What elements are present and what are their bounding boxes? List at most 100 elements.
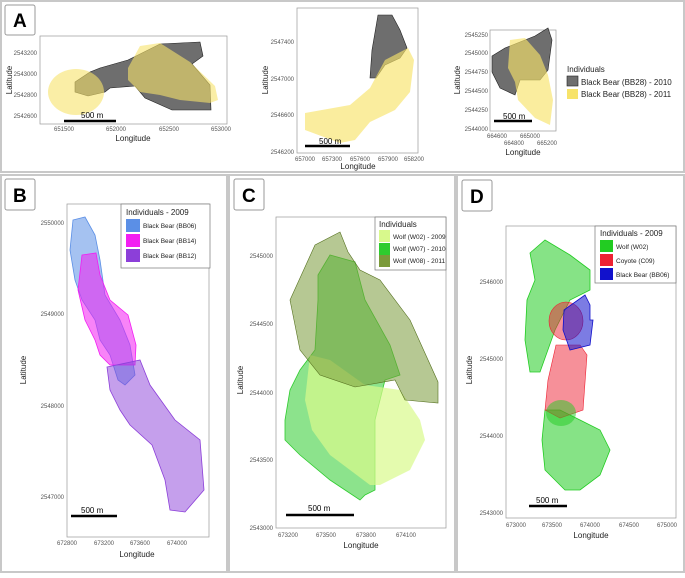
panel-c-frame: [228, 174, 456, 573]
legend-a: Individuals Black Bear (BB28) - 2010 Bla…: [566, 65, 672, 99]
svg-text:500 m: 500 m: [536, 496, 559, 505]
svg-text:2544500: 2544500: [250, 322, 274, 328]
home-range-bb28-2011: [305, 48, 414, 143]
svg-text:Wolf (W07) - 2010: Wolf (W07) - 2010: [393, 246, 446, 253]
svg-text:673200: 673200: [278, 533, 299, 539]
map-a3: 500 m 2545250 2545000 2544750 2544500 25…: [453, 27, 558, 157]
svg-text:Black Bear (BB06): Black Bear (BB06): [616, 272, 669, 279]
panel-label-b: B: [4, 178, 36, 211]
svg-text:2546200: 2546200: [271, 150, 295, 156]
panel-label-a: A: [4, 4, 36, 36]
svg-text:2547000: 2547000: [41, 495, 65, 501]
svg-text:657600: 657600: [350, 157, 371, 163]
svg-text:Longitude: Longitude: [119, 550, 155, 559]
svg-text:2545000: 2545000: [465, 51, 489, 57]
svg-text:665200: 665200: [537, 141, 558, 147]
svg-text:C: C: [242, 186, 256, 207]
svg-text:Individuals - 2009: Individuals - 2009: [600, 229, 663, 238]
svg-text:500 m: 500 m: [503, 112, 526, 121]
svg-text:Latitude: Latitude: [453, 65, 462, 94]
svg-text:674000: 674000: [167, 541, 188, 547]
panel-b-frame: [0, 174, 228, 573]
svg-text:Longitude: Longitude: [573, 531, 609, 540]
svg-text:653000: 653000: [211, 127, 232, 133]
svg-text:675000: 675000: [657, 523, 678, 529]
svg-text:Black Bear (BB06): Black Bear (BB06): [143, 223, 196, 230]
svg-text:Wolf (W08) - 2011: Wolf (W08) - 2011: [393, 258, 446, 265]
svg-text:Longitude: Longitude: [343, 541, 379, 550]
svg-text:2550000: 2550000: [41, 221, 65, 227]
svg-text:Individuals: Individuals: [379, 220, 417, 229]
home-range-black-bear-bb06: [562, 294, 594, 351]
svg-text:2546600: 2546600: [271, 113, 295, 119]
svg-text:652500: 652500: [159, 127, 180, 133]
svg-text:Wolf (W02) - 2009: Wolf (W02) - 2009: [393, 234, 446, 241]
home-range-bb12: [106, 359, 205, 513]
svg-text:2548000: 2548000: [41, 404, 65, 410]
svg-text:658200: 658200: [404, 157, 425, 163]
svg-text:500 m: 500 m: [81, 111, 104, 120]
svg-text:Longitude: Longitude: [505, 148, 541, 157]
svg-text:500 m: 500 m: [319, 137, 342, 146]
svg-text:665000: 665000: [520, 134, 541, 140]
svg-text:2549000: 2549000: [41, 312, 65, 318]
svg-text:2544000: 2544000: [465, 127, 489, 133]
svg-text:2545250: 2545250: [465, 33, 489, 39]
svg-text:674500: 674500: [619, 523, 640, 529]
svg-text:Latitude: Latitude: [261, 65, 270, 94]
svg-text:2544250: 2544250: [465, 108, 489, 114]
svg-text:2545000: 2545000: [480, 357, 504, 363]
svg-text:Longitude: Longitude: [115, 134, 151, 143]
svg-text:2543000: 2543000: [480, 511, 504, 517]
svg-text:2543000: 2543000: [14, 72, 38, 78]
svg-text:2543500: 2543500: [250, 458, 274, 464]
svg-text:D: D: [470, 187, 484, 208]
map-a2: 500 m 2547400 2547000 2546600 2546200 65…: [261, 7, 425, 171]
svg-text:Coyote (C09): Coyote (C09): [616, 258, 655, 265]
svg-text:673500: 673500: [316, 533, 337, 539]
svg-text:651500: 651500: [54, 127, 75, 133]
legend-d: Individuals - 2009 Wolf (W02) Coyote (C0…: [594, 225, 677, 284]
svg-text:Individuals: Individuals: [567, 65, 605, 74]
svg-text:Black Bear (BB14): Black Bear (BB14): [143, 238, 196, 245]
svg-text:Latitude: Latitude: [5, 65, 14, 94]
home-range-w08-2011: [289, 231, 439, 404]
panel-label-c: C: [233, 178, 265, 211]
svg-text:2544500: 2544500: [465, 89, 489, 95]
svg-text:664600: 664600: [487, 134, 508, 140]
panel-d-frame: [456, 174, 685, 573]
svg-text:B: B: [13, 186, 27, 207]
svg-text:657300: 657300: [322, 157, 343, 163]
svg-text:Individuals - 2009: Individuals - 2009: [126, 208, 189, 217]
svg-text:674100: 674100: [396, 533, 417, 539]
map-d: 500 m 2546000 2545000 2544000 2543000 67…: [465, 225, 678, 540]
map-b: 500 m 2550000 2549000 2548000 2547000 67…: [19, 203, 211, 559]
svg-text:2543200: 2543200: [14, 51, 38, 57]
svg-text:673500: 673500: [542, 523, 563, 529]
svg-text:2547400: 2547400: [271, 40, 295, 46]
svg-text:2545000: 2545000: [250, 254, 274, 260]
svg-text:652000: 652000: [106, 127, 127, 133]
home-range-bb28-2011: [48, 69, 104, 115]
svg-text:673000: 673000: [506, 523, 527, 529]
svg-text:500 m: 500 m: [308, 504, 331, 513]
svg-text:657000: 657000: [295, 157, 316, 163]
panel-a-frame: [0, 0, 685, 173]
svg-text:Longitude: Longitude: [340, 162, 376, 171]
svg-text:Latitude: Latitude: [19, 355, 28, 384]
svg-text:672800: 672800: [57, 541, 78, 547]
svg-text:2542600: 2542600: [14, 114, 38, 120]
svg-text:Black Bear (BB12): Black Bear (BB12): [143, 253, 196, 260]
svg-text:2547000: 2547000: [271, 77, 295, 83]
map-a1: 500 m 2543200 2543000 2542800 2542600 65…: [5, 35, 232, 143]
svg-text:2544750: 2544750: [465, 70, 489, 76]
svg-text:A: A: [13, 11, 27, 32]
map-c: 500 m 2545000 2544500 2544000 2543500 25…: [236, 216, 447, 550]
home-range-w02-2009: [305, 355, 425, 485]
svg-text:2543000: 2543000: [250, 526, 274, 532]
home-range-bb28-2011: [508, 38, 553, 125]
svg-text:2544000: 2544000: [250, 391, 274, 397]
svg-text:Black Bear (BB28) - 2011: Black Bear (BB28) - 2011: [581, 90, 672, 99]
svg-text:Wolf (W02): Wolf (W02): [616, 244, 648, 251]
